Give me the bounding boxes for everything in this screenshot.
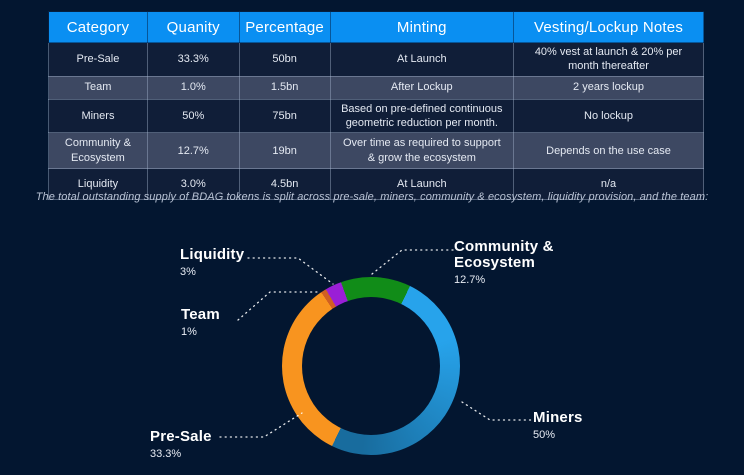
table-cell: Depends on the use case [513,132,704,170]
table-cell: 75bn [238,98,331,134]
table-cell: After Lockup [329,75,515,100]
slice-percentage: 3% [180,266,196,279]
slice-label: Community & Ecosystem [454,238,554,272]
header-percentage: Percentage [238,11,331,43]
slice-percentage: 12.7% [454,274,486,287]
table-header-row: Category Quanity Percentage Minting Vest… [48,11,704,43]
label-team: Team 1% [181,306,220,339]
table-row: Community & Ecosystem 12.7% 19bn Over ti… [48,132,704,170]
leader-line-presale [219,412,303,438]
table-row: Liquidity 3.0% 4.5bn At Launch n/a [48,168,704,201]
table-cell: 12.7% [146,132,240,170]
header-category: Category [48,11,148,43]
donut-hole [302,297,440,435]
table-cell: 1.0% [146,75,240,100]
leader-line-liquidity [247,257,334,285]
table-row: Miners 50% 75bn Based on pre-defined con… [48,98,704,134]
slice-label: Pre-Sale [150,428,212,445]
donut-chart: Liquidity 3% Team 1% Pre-Sale 33.3% Comm… [0,225,744,475]
table-cell: Pre-Sale [48,42,148,77]
label-community-ecosystem: Community & Ecosystem 12.7% [454,238,558,287]
slice-label: Liquidity [180,246,245,263]
table-cell: 33.3% [146,42,240,77]
table-cell: 50bn [238,42,331,77]
table-cell: No lockup [513,98,704,134]
table-cell: At Launch [329,42,515,77]
leader-line-team [237,291,319,321]
table-cell: n/a [513,168,704,201]
table-cell: 1.5bn [238,75,331,100]
table-cell: At Launch [329,168,515,201]
header-quanity: Quanity [146,11,240,43]
header-minting: Minting [329,11,515,43]
table-cell: 40% vest at launch & 20% per month there… [513,42,704,77]
slice-percentage: 33.3% [150,448,182,461]
table-row: Pre-Sale 33.3% 50bn At Launch 40% vest a… [48,42,704,77]
table-row: Team 1.0% 1.5bn After Lockup 2 years loc… [48,75,704,100]
table-cell: Based on pre-defined continuous geometri… [329,98,515,134]
label-pre-sale: Pre-Sale 33.3% [150,428,212,461]
table-cell: 2 years lockup [513,75,704,100]
tokenomics-table: Category Quanity Percentage Minting Vest… [48,11,704,201]
slice-percentage: 50% [533,429,556,442]
table-cell: 50% [146,98,240,134]
table-cell: Liquidity [48,168,148,201]
table-cell: Miners [48,98,148,134]
donut-ring [282,277,460,455]
header-vesting: Vesting/Lockup Notes [513,11,704,43]
table-cell: Team [48,75,148,100]
table-cell: Over time as required to support & grow … [329,132,515,170]
label-liquidity: Liquidity 3% [180,246,245,279]
leader-line-miners [461,401,534,421]
table-cell: 4.5bn [238,168,331,201]
supply-caption: The total outstanding supply of BDAG tok… [35,191,709,203]
label-miners: Miners 50% [533,409,583,442]
leader-lines [219,249,534,438]
leader-line-community [371,249,454,275]
table-cell: 19bn [238,132,331,170]
slice-percentage: 1% [181,326,197,339]
slice-label: Miners [533,409,583,426]
slice-label: Team [181,306,220,323]
table-cell: Community & Ecosystem [48,132,148,170]
